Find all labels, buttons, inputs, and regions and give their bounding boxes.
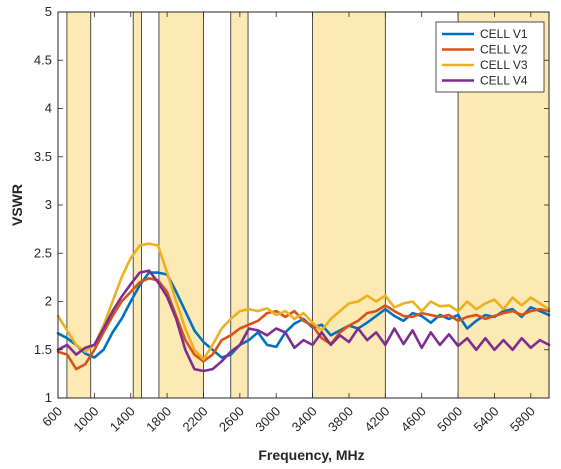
series-line-4 (56, 269, 551, 373)
y-tick-label: 2.5 (34, 245, 52, 260)
series-lines (56, 242, 551, 373)
series-line-2 (56, 277, 551, 371)
legend-label-1: CELL V1 (480, 27, 528, 41)
y-tick-label: 1 (45, 390, 52, 405)
y-axis-title: VSWR (9, 184, 25, 226)
x-tick-label: 5400 (471, 404, 502, 435)
x-tick-label: 3000 (252, 404, 283, 435)
x-tick-label: 4600 (398, 404, 429, 435)
y-tick-label: 2 (45, 294, 52, 309)
x-tick-label: 3400 (289, 404, 320, 435)
y-axis: 1 1.5 2 2.5 3 3.5 4 4.5 5 (34, 4, 549, 405)
y-tick-label: 4 (45, 101, 52, 116)
x-tick-label: 2200 (180, 404, 211, 435)
x-tick-label: 5800 (507, 404, 538, 435)
y-tick-label: 3 (45, 197, 52, 212)
x-tick-label: 1800 (143, 404, 174, 435)
x-tick-label: 5000 (434, 404, 465, 435)
y-tick-label: 4.5 (34, 52, 52, 67)
x-tick-label: 600 (39, 404, 65, 430)
legend-label-4: CELL V4 (480, 74, 528, 88)
frequency-band-0 (66, 12, 91, 398)
x-tick-label: 4200 (361, 404, 392, 435)
y-tick-label: 3.5 (34, 149, 52, 164)
x-tick-label: 1400 (107, 404, 138, 435)
x-tick-label: 1000 (70, 404, 101, 435)
x-tick-label: 3800 (325, 404, 356, 435)
y-tick-label: 5 (45, 4, 52, 19)
legend-label-2: CELL V2 (480, 43, 528, 57)
legend-label-3: CELL V3 (480, 58, 528, 72)
y-tick-label: 1.5 (34, 342, 52, 357)
series-line-3 (56, 242, 551, 361)
frequency-band-1 (133, 12, 142, 398)
x-tick-label: 2600 (216, 404, 247, 435)
x-axis-title: Frequency, MHz (258, 447, 364, 463)
frequency-band-3 (230, 12, 249, 398)
